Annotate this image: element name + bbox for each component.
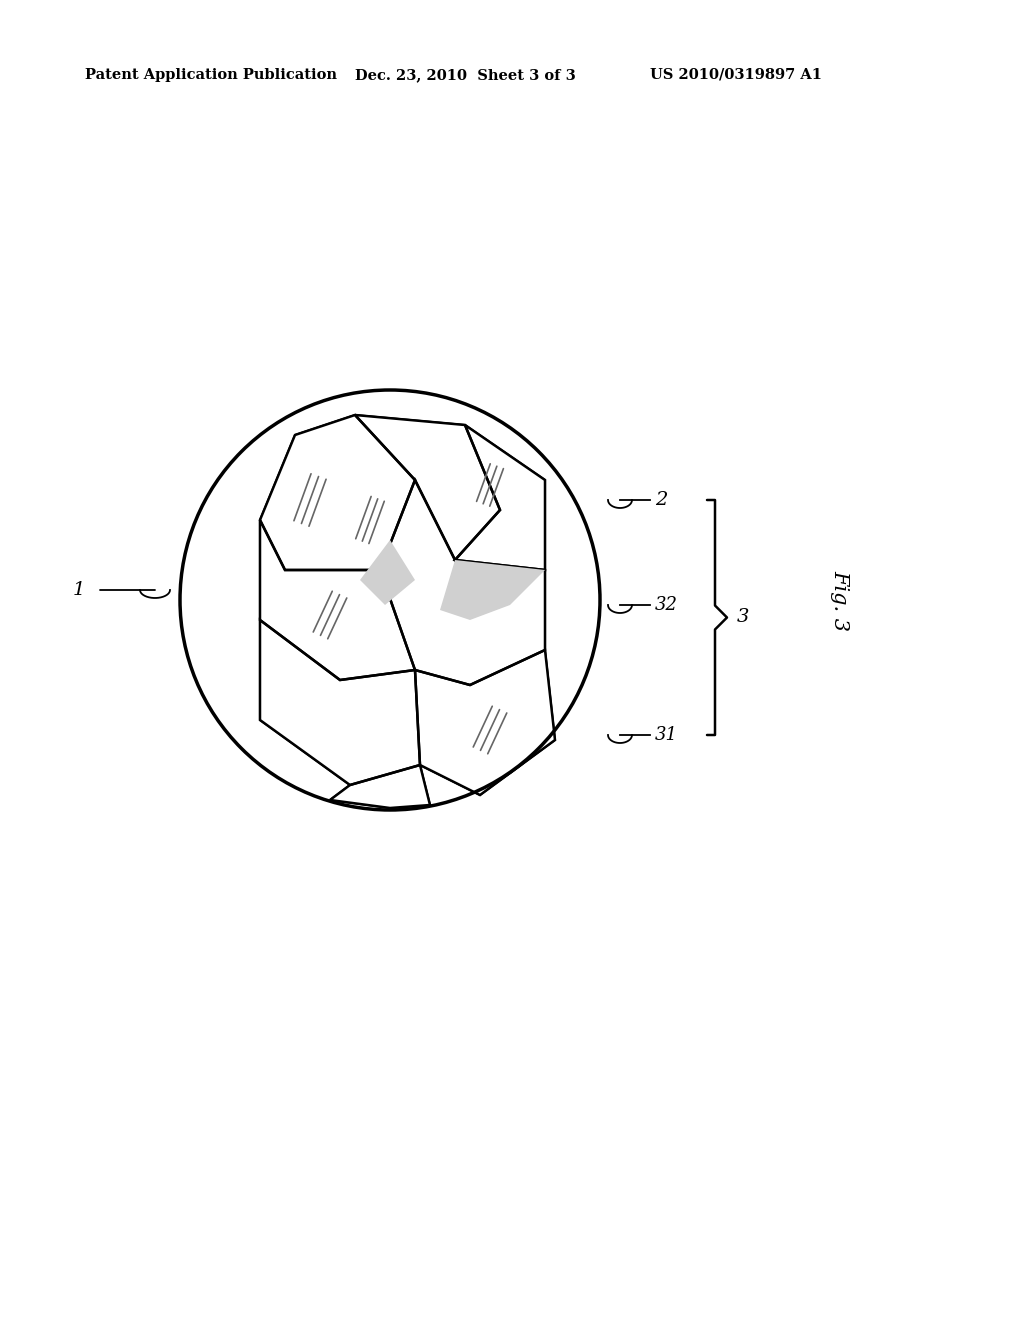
Text: Fig. 3: Fig. 3: [830, 569, 850, 631]
Polygon shape: [260, 414, 415, 570]
Polygon shape: [260, 520, 415, 680]
Polygon shape: [260, 414, 415, 570]
Polygon shape: [260, 620, 420, 785]
Text: 31: 31: [655, 726, 678, 744]
Text: US 2010/0319897 A1: US 2010/0319897 A1: [650, 69, 822, 82]
Text: 32: 32: [655, 597, 678, 614]
Text: 1: 1: [73, 581, 85, 599]
Polygon shape: [415, 649, 555, 795]
Circle shape: [180, 389, 600, 810]
Text: 2: 2: [655, 491, 668, 510]
Polygon shape: [260, 520, 415, 680]
Polygon shape: [440, 560, 545, 620]
Polygon shape: [330, 766, 430, 808]
Polygon shape: [380, 480, 545, 685]
Polygon shape: [355, 414, 500, 560]
Text: Dec. 23, 2010  Sheet 3 of 3: Dec. 23, 2010 Sheet 3 of 3: [355, 69, 575, 82]
Polygon shape: [415, 649, 555, 795]
Text: Patent Application Publication: Patent Application Publication: [85, 69, 337, 82]
Text: 3: 3: [737, 609, 750, 627]
Polygon shape: [440, 560, 545, 620]
Circle shape: [182, 392, 598, 808]
Polygon shape: [330, 766, 430, 808]
Polygon shape: [380, 480, 545, 685]
Polygon shape: [355, 414, 500, 560]
Polygon shape: [360, 540, 415, 605]
Polygon shape: [360, 540, 415, 605]
Polygon shape: [455, 425, 545, 570]
Polygon shape: [455, 425, 545, 570]
Polygon shape: [260, 620, 420, 785]
